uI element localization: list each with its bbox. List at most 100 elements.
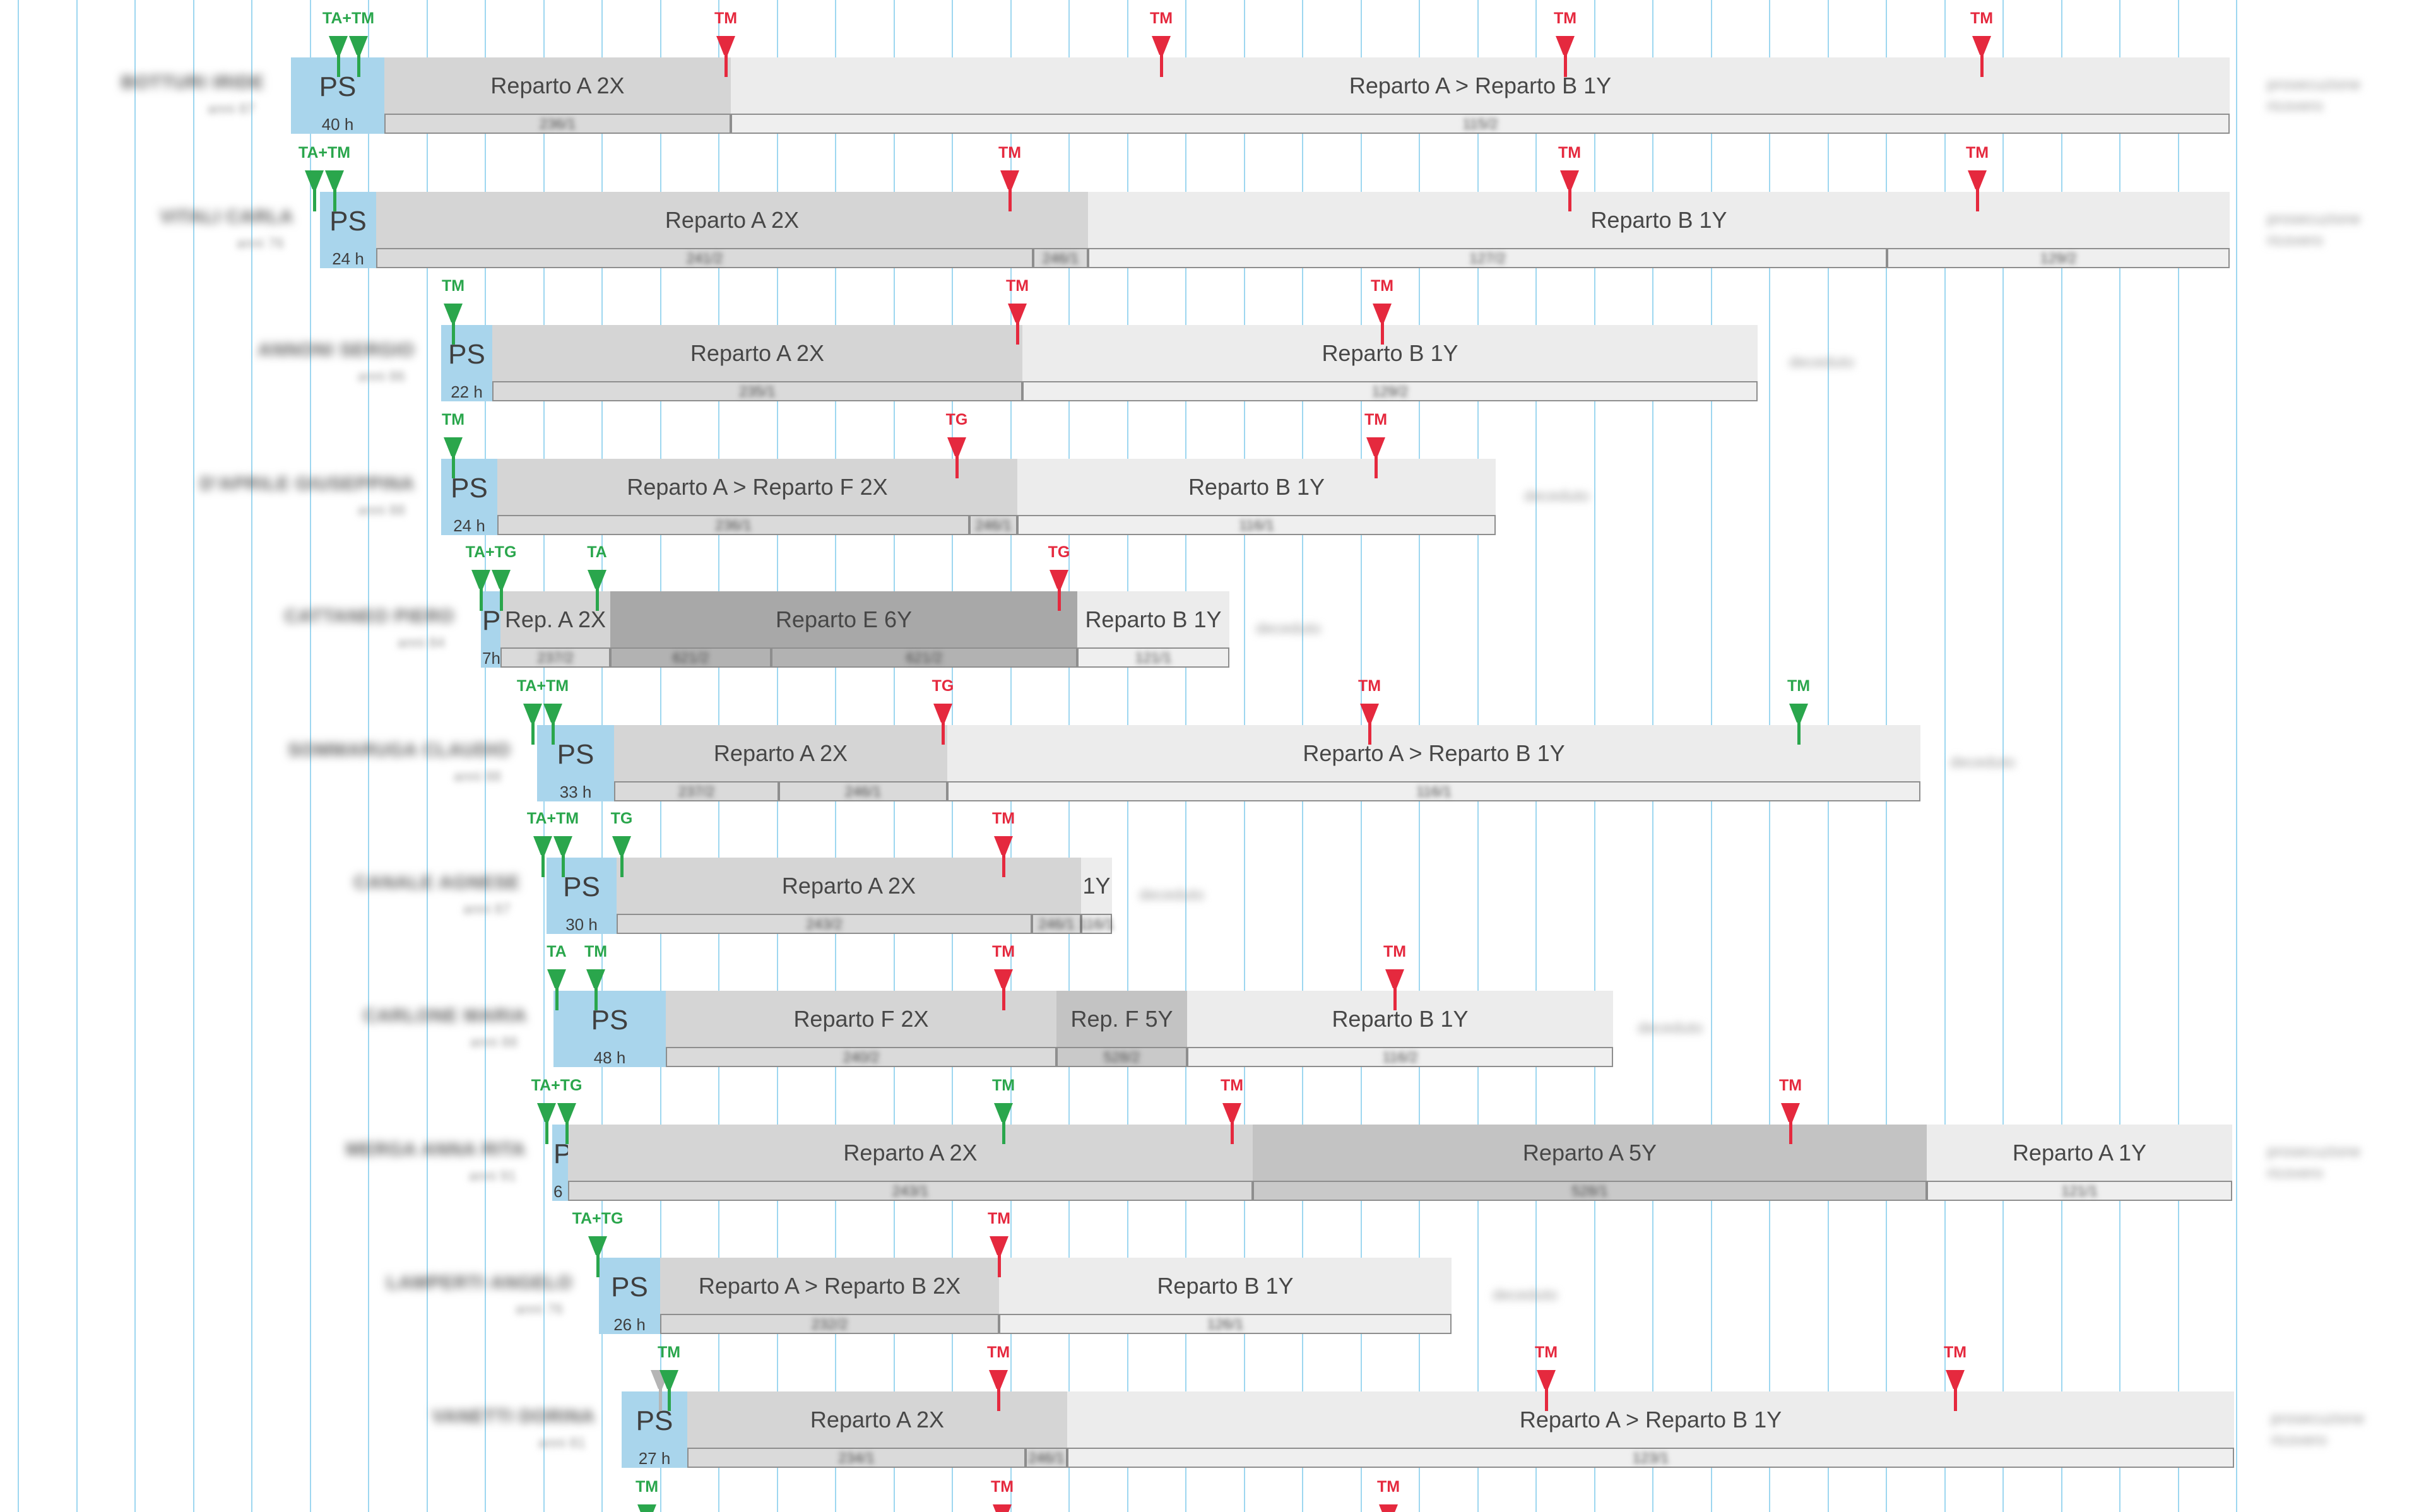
duration-segment[interactable]: 246/1 bbox=[1032, 914, 1081, 934]
marker-flag-tm[interactable]: TM bbox=[1360, 1478, 1417, 1512]
duration-segment[interactable]: 236/1 bbox=[384, 114, 731, 134]
duration-segment[interactable]: 243/1 bbox=[568, 1181, 1253, 1201]
duration-segment[interactable]: 236/1 bbox=[497, 515, 969, 535]
marker-flag-tm[interactable]: TM bbox=[1347, 411, 1404, 499]
duration-segment[interactable]: 116/1 bbox=[1079, 914, 1114, 934]
ward-bar[interactable]: Reparto B 1Y bbox=[1088, 192, 2230, 248]
duration-segment[interactable]: 129/2 bbox=[1887, 248, 2230, 268]
marker-flag-ta-tm[interactable]: TA+TM bbox=[524, 810, 581, 898]
ps-box[interactable] bbox=[599, 1258, 660, 1334]
duration-segment[interactable]: 121/1 bbox=[1077, 647, 1229, 668]
marker-flag-ta[interactable]: TA bbox=[528, 943, 585, 1031]
marker-flag-tm[interactable]: TM bbox=[1537, 9, 1594, 98]
marker-flag-ta-tg[interactable]: TA+TG bbox=[463, 543, 519, 632]
ps-box[interactable] bbox=[481, 591, 500, 668]
marker-flag-tm[interactable]: TM bbox=[1366, 943, 1423, 1031]
marker-flag-ta-tm[interactable]: TA+TM bbox=[320, 9, 377, 98]
ward-bar[interactable]: Reparto A 2X bbox=[376, 192, 1088, 248]
ward-bar[interactable]: Reparto A > Reparto B 1Y bbox=[731, 57, 2230, 114]
marker-flag-tm[interactable]: TM bbox=[971, 1210, 1027, 1298]
marker-flag-tm[interactable]: TM bbox=[425, 411, 482, 499]
ps-box[interactable] bbox=[441, 459, 497, 535]
ps-box[interactable] bbox=[537, 725, 614, 801]
duration-segment[interactable]: 246/1 bbox=[1033, 248, 1088, 268]
duration-segment[interactable]: 621/2 bbox=[771, 647, 1077, 668]
marker-flag-tm[interactable]: TM bbox=[975, 810, 1032, 898]
ward-bar[interactable]: Reparto B 1Y bbox=[1187, 991, 1613, 1047]
marker-flag-tm[interactable]: TM bbox=[1927, 1344, 1984, 1432]
ward-bar[interactable]: Reparto E 6Y bbox=[610, 591, 1077, 647]
ps-box[interactable] bbox=[553, 991, 666, 1067]
marker-flag-tm[interactable]: TM bbox=[975, 1077, 1032, 1165]
duration-segment[interactable]: 235/1 bbox=[492, 381, 1022, 401]
ward-bar[interactable]: Reparto A > Reparto B 1Y bbox=[947, 725, 1920, 781]
ward-bar[interactable]: Reparto A 2X bbox=[614, 725, 947, 781]
duration-segment[interactable]: 237/2 bbox=[500, 647, 610, 668]
marker-flag-tm[interactable]: TM bbox=[641, 1344, 697, 1432]
marker-flag-ta-tm[interactable]: TA+TM bbox=[514, 677, 571, 765]
ps-box[interactable] bbox=[441, 325, 492, 401]
marker-flag-tm[interactable]: TM bbox=[989, 277, 1046, 365]
marker-flag-tm[interactable]: TM bbox=[1949, 144, 2006, 232]
ward-bar[interactable]: Rep. A 2X bbox=[500, 591, 610, 647]
ward-bar[interactable]: Reparto A 2X bbox=[492, 325, 1022, 381]
duration-segment[interactable]: 234/1 bbox=[687, 1448, 1026, 1468]
ward-bar[interactable]: Reparto A 1Y bbox=[1927, 1125, 2232, 1181]
ps-box[interactable] bbox=[320, 192, 376, 268]
marker-flag-tm[interactable]: TM bbox=[618, 1478, 675, 1512]
marker-flag-tm[interactable]: TM bbox=[975, 943, 1032, 1031]
ward-bar[interactable]: Rep. F 5Y bbox=[1056, 991, 1187, 1047]
marker-flag-tm[interactable]: TM bbox=[1518, 1344, 1575, 1432]
ps-box[interactable] bbox=[547, 858, 617, 934]
marker-flag-tm[interactable]: TM bbox=[567, 943, 624, 1031]
marker-flag-ta-tg[interactable]: TA+TG bbox=[528, 1077, 585, 1165]
marker-flag-tm[interactable]: TM bbox=[1762, 1077, 1819, 1165]
ward-bar[interactable]: Reparto A > Reparto B 1Y bbox=[1067, 1391, 2234, 1448]
duration-segment[interactable]: 126/1 bbox=[999, 1314, 1452, 1334]
marker-flag-tm[interactable]: TM bbox=[1133, 9, 1190, 98]
duration-segment[interactable]: 243/2 bbox=[617, 914, 1032, 934]
ward-bar[interactable]: Reparto A 5Y bbox=[1253, 1125, 1927, 1181]
duration-segment[interactable]: 246/1 bbox=[969, 515, 1017, 535]
duration-segment[interactable]: 240/2 bbox=[666, 1047, 1056, 1067]
duration-segment[interactable]: 123/1 bbox=[1067, 1448, 2234, 1468]
duration-segment[interactable]: 127/2 bbox=[1088, 248, 1887, 268]
duration-segment[interactable]: 232/2 bbox=[660, 1314, 999, 1334]
ward-bar[interactable]: Reparto A 2X bbox=[384, 57, 731, 114]
ward-bar[interactable]: Reparto B 1Y bbox=[1022, 325, 1758, 381]
ward-bar[interactable]: Reparto A 2X bbox=[568, 1125, 1253, 1181]
marker-flag-tm[interactable]: TM bbox=[425, 277, 482, 365]
duration-segment[interactable]: 241/2 bbox=[376, 248, 1033, 268]
marker-flag-tm[interactable]: TM bbox=[697, 9, 754, 98]
duration-segment[interactable]: 116/1 bbox=[947, 781, 1920, 801]
ward-bar[interactable]: Reparto B 1Y bbox=[1077, 591, 1229, 647]
marker-flag-ta-tm[interactable]: TA+TM bbox=[296, 144, 353, 232]
marker-flag-tm[interactable]: TM bbox=[1541, 144, 1598, 232]
duration-segment[interactable]: 246/1 bbox=[779, 781, 947, 801]
marker-flag-tg[interactable]: TG bbox=[1031, 543, 1087, 632]
marker-flag-tm[interactable]: TM bbox=[1770, 677, 1827, 765]
marker-flag-tm[interactable]: TM bbox=[1341, 677, 1398, 765]
duration-segment[interactable]: 246/1 bbox=[1026, 1448, 1067, 1468]
duration-segment[interactable]: 115/2 bbox=[731, 114, 2230, 134]
ward-bar[interactable]: Reparto B 1Y bbox=[1017, 459, 1496, 515]
marker-flag-tm[interactable]: TM bbox=[974, 1478, 1031, 1512]
ps-box[interactable] bbox=[622, 1391, 687, 1468]
marker-flag-tm[interactable]: TM bbox=[1953, 9, 2010, 98]
marker-flag-tm[interactable]: TM bbox=[981, 144, 1038, 232]
marker-flag-ta[interactable]: TA bbox=[569, 543, 625, 632]
duration-segment[interactable]: 528/2 bbox=[1056, 1047, 1187, 1067]
duration-segment[interactable]: 129/2 bbox=[1022, 381, 1758, 401]
ward-bar[interactable]: Reparto A > Reparto B 2X bbox=[660, 1258, 999, 1314]
marker-flag-ta-tg[interactable]: TA+TG bbox=[569, 1210, 626, 1298]
duration-segment[interactable]: 116/1 bbox=[1017, 515, 1496, 535]
duration-segment[interactable]: 528/1 bbox=[1253, 1181, 1927, 1201]
duration-segment[interactable]: 116/2 bbox=[1187, 1047, 1613, 1067]
ward-bar[interactable]: Reparto F 2X bbox=[666, 991, 1056, 1047]
ward-bar[interactable]: 1Y bbox=[1081, 858, 1112, 914]
marker-flag-tg[interactable]: TG bbox=[914, 677, 971, 765]
ward-bar[interactable]: Reparto B 1Y bbox=[999, 1258, 1452, 1314]
marker-flag-tg[interactable]: TG bbox=[928, 411, 985, 499]
marker-flag-tm[interactable]: TM bbox=[1354, 277, 1411, 365]
duration-segment[interactable]: 621/2 bbox=[610, 647, 771, 668]
